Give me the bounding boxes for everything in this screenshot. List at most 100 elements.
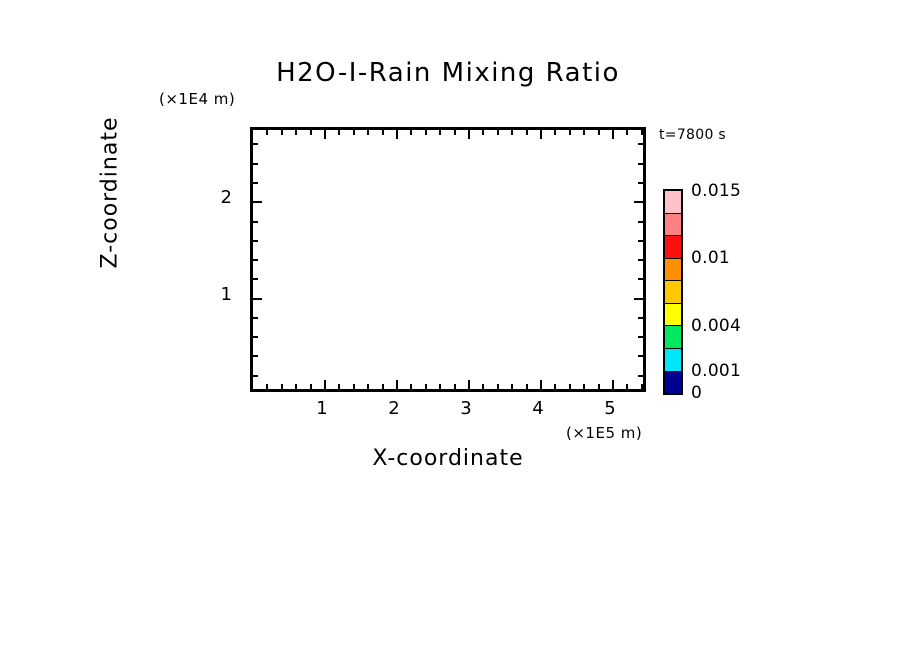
colorbar-tick-label: 0.015 [691,181,742,201]
colorbar-band [665,236,681,259]
x-axis-tick-top-minor [496,130,499,135]
colorbar-tick-label: 0 [691,383,703,403]
x-tick-label: 5 [604,398,616,419]
x-axis-tick-top-minor [295,130,298,135]
y-axis-tick-minor [253,278,258,281]
colorbar-tick-label: 0.01 [691,248,731,269]
x-axis-tick-minor [583,384,586,389]
x-axis-title: X-coordinate [372,446,524,471]
x-axis-tick-top-minor [597,130,600,135]
colorbar-band [665,191,681,214]
x-axis-tick-minor [597,384,600,389]
x-axis-tick-top-minor [453,130,456,135]
x-tick-label: 4 [532,398,544,419]
y-axis-tick-right-minor [638,278,643,281]
plot-title-text: H2O-I-Rain Mixing Ratio [276,58,620,88]
x-axis-tick-top-minor [554,130,557,135]
x-axis-tick-minor [439,384,442,389]
y-axis-tick-minor [253,259,258,262]
x-axis-tick-top-minor [525,130,528,135]
plot-data-surface [253,130,643,389]
x-axis-tick-major [612,380,614,389]
x-axis-tick-minor [338,384,341,389]
x-axis-tick-minor [640,384,643,389]
y-axis-tick-minor [253,182,258,184]
y-axis-tick-minor [253,220,258,223]
x-tick-label: 3 [460,398,472,419]
y-axis-tick-right-minor [638,239,643,242]
colorbar-tick-label: 0.001 [691,360,742,381]
x-axis-tick-major [540,380,542,389]
y-axis-tick-right-minor [638,316,643,319]
x-axis-tick-top-minor [568,130,571,135]
x-axis-tick-minor [626,384,629,389]
colorbar-band [665,303,681,327]
y-axis-tick-right-minor [638,355,643,358]
x-tick-label: 2 [388,398,400,419]
x-axis-tick-top-minor [583,130,586,135]
x-axis-tick-minor [295,384,298,389]
x-tick-label: 1 [316,398,328,419]
y-axis-tick-right-major [634,201,643,204]
x-axis-tick-top-minor [482,130,485,135]
y-axis-tick-minor [253,355,258,358]
x-axis-tick-major [468,380,470,389]
x-axis-tick-top-minor [280,130,283,135]
x-axis-tick-minor [352,384,355,389]
x-axis-tick-top-minor [352,130,355,135]
x-axis-tick-minor [367,384,370,389]
y-axis-tick-minor [253,143,258,146]
y-tick-label: 2 [220,187,232,209]
x-axis-tick-top-minor [309,130,312,135]
y-axis-tick-minor [253,374,258,377]
y-axis-tick-right-minor [638,336,643,339]
page-title: H2O-I-Rain Mixing Ratio [0,58,904,88]
y-axis-tick-minor [253,336,258,339]
x-axis-tick-major [324,380,326,389]
timestamp-label: t=7800 s [659,127,726,143]
x-axis-tick-top-minor [338,130,341,135]
colorbar-band [665,281,681,304]
y-tick-label: 1 [220,283,232,305]
x-axis-tick-top-major [540,130,542,139]
x-axis-tick-top-major [324,130,326,139]
x-axis-tick-minor [554,384,557,389]
y-axis-tick-right-minor [638,143,643,146]
colorbar-band [665,213,681,237]
x-axis-tick-top-major [396,130,398,139]
x-axis-unit-label: (×1E5 m) [566,424,643,442]
y-axis-tick-right-minor [638,259,643,262]
x-axis-tick-minor [453,384,456,389]
y-axis-tick-right-minor [638,220,643,223]
y-axis-tick-minor [253,239,258,242]
colorbar-tick-label: 0.004 [691,315,742,336]
x-axis-tick-minor [496,384,499,389]
x-axis-tick-minor [309,384,312,389]
x-axis-tick-major [396,380,398,389]
x-axis-tick-top-minor [266,130,269,135]
x-axis-tick-minor [266,384,269,389]
x-axis-tick-top-minor [640,130,643,135]
x-axis-tick-top-minor [410,130,413,135]
y-axis-tick-minor [253,162,258,165]
x-axis-tick-minor [482,384,485,389]
colorbar-band [665,326,681,349]
x-axis-tick-top-major [468,130,470,139]
colorbar-band [665,348,681,372]
x-axis-tick-minor [525,384,528,389]
x-axis-tick-minor [280,384,283,389]
y-axis-tick-right-major [634,297,643,300]
plot-area [250,127,646,392]
y-axis-title: Z-coordinate [97,116,123,269]
y-axis-tick-right-minor [638,162,643,165]
x-axis-tick-minor [568,384,571,389]
y-axis-tick-right-minor [638,374,643,377]
x-axis-tick-minor [410,384,413,389]
colorbar-band [665,371,681,394]
y-axis-tick-minor [253,316,258,319]
x-axis-tick-top-minor [381,130,384,135]
x-axis-tick-top-minor [439,130,442,135]
x-axis-tick-minor [511,384,514,389]
x-axis-tick-top-minor [424,130,427,135]
